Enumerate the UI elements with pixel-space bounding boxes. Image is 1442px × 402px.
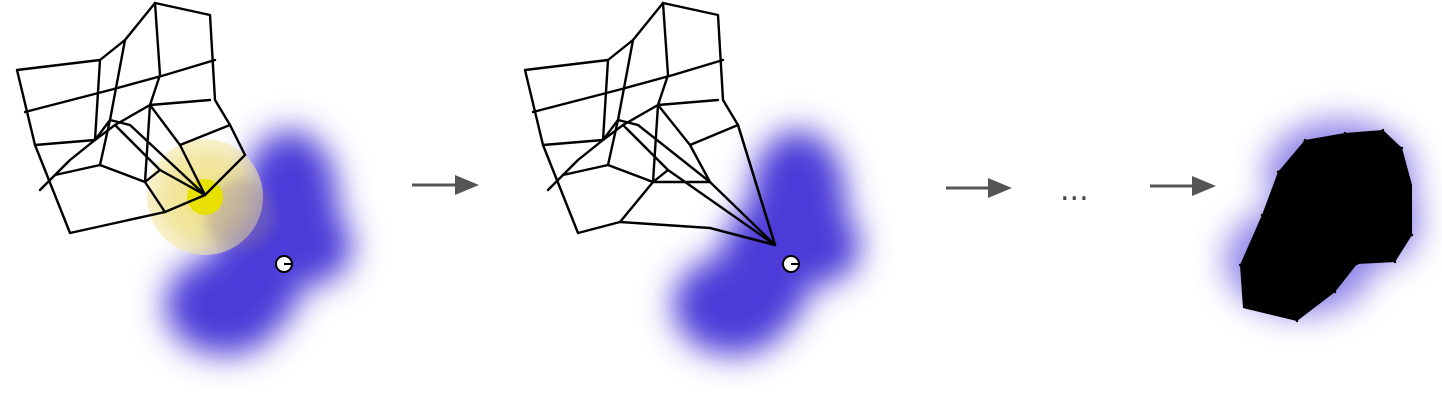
source-mesh (15, 1, 247, 235)
right-arrow-icon (946, 178, 1012, 198)
panel-initial (15, 1, 352, 355)
target-point-icon (782, 255, 800, 273)
ellipsis-text: ... (1060, 173, 1089, 208)
fitted-mesh (1238, 128, 1414, 323)
target-point-icon (275, 255, 293, 273)
stretched-mesh (523, 1, 777, 247)
panel-final (1225, 120, 1420, 323)
panel-step (523, 1, 860, 355)
right-arrow-icon (412, 175, 479, 195)
right-arrow-icon (1150, 176, 1216, 196)
